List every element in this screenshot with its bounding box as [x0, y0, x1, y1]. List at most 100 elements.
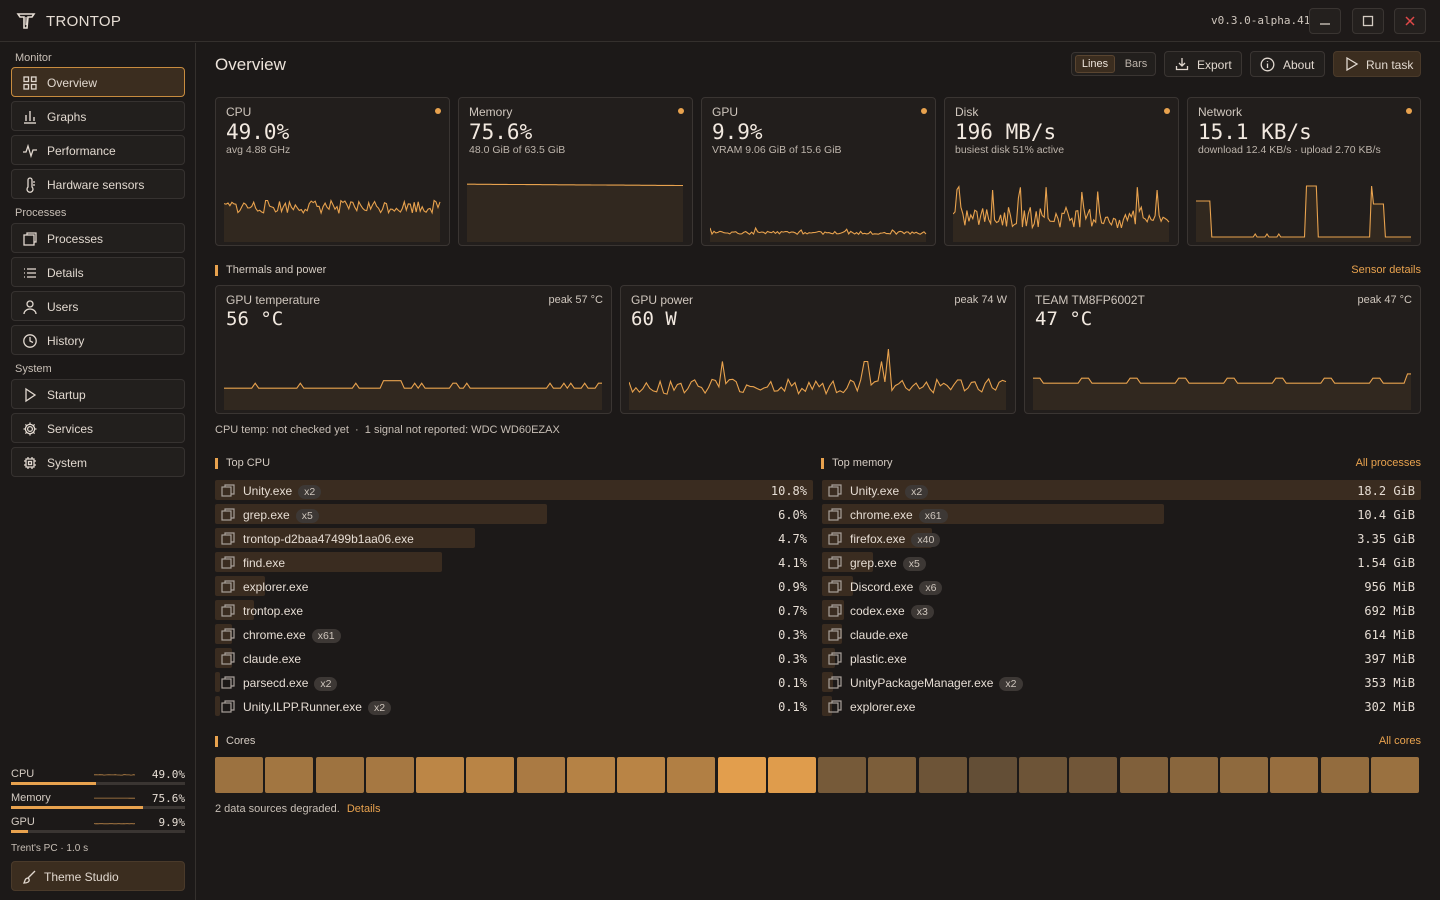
core-tile[interactable] [516, 757, 565, 793]
instance-count-badge: x61 [311, 629, 341, 643]
sidebar-item-hardware-sensors[interactable]: Hardware sensors [11, 169, 185, 199]
metric-card-network[interactable]: Network 15.1 KB/s download 12.4 KB/s · u… [1187, 97, 1421, 246]
core-tile[interactable] [717, 757, 766, 793]
sidebar-item-history[interactable]: History [11, 325, 185, 355]
usage-bar [215, 528, 476, 548]
top-cpu-row[interactable]: chrome.exe x61 0.3% [215, 624, 813, 644]
core-tile[interactable] [1169, 757, 1218, 793]
core-tile[interactable] [1019, 757, 1067, 793]
process-name-cell: Unity.exe x2 [243, 484, 322, 499]
top-memory-row[interactable]: Discord.exe x6 956 MiB [822, 576, 1421, 596]
sidebar-item-processes[interactable]: Processes [11, 223, 185, 253]
core-tile[interactable] [466, 757, 515, 793]
thermal-card-gpu-power[interactable]: GPU power 60 W peak 74 W [620, 285, 1016, 414]
core-tile[interactable] [1370, 757, 1419, 793]
top-memory-row[interactable]: claude.exe 614 MiB [822, 624, 1421, 644]
metric-title: GPU [712, 105, 739, 119]
core-tile[interactable] [667, 757, 716, 793]
top-memory-row[interactable]: codex.exe x3 692 MiB [822, 600, 1421, 620]
process-name: chrome.exe [243, 628, 306, 642]
top-memory-row[interactable]: chrome.exe x61 10.4 GiB [822, 504, 1421, 524]
sidebar-item-users[interactable]: Users [11, 291, 185, 321]
thermal-card-gpu-temperature[interactable]: GPU temperature 56 °C peak 57 °C [215, 285, 612, 414]
sidebar-item-overview[interactable]: Overview [11, 67, 185, 97]
top-cpu-row[interactable]: find.exe 4.1% [215, 552, 813, 572]
about-button[interactable]: About [1250, 51, 1325, 77]
top-cpu-row[interactable]: grep.exe x5 6.0% [215, 504, 813, 524]
top-memory-row[interactable]: grep.exe x5 1.54 GiB [822, 552, 1421, 572]
top-cpu-row[interactable]: Unity.exe x2 10.8% [215, 480, 813, 500]
core-tile[interactable] [416, 757, 464, 793]
thermal-peak: peak 57 °C [548, 294, 603, 306]
top-cpu-row[interactable]: trontop-d2baa47499b1aa06.exe 4.7% [215, 528, 813, 548]
sidebar-section-processes: Processes [15, 207, 67, 219]
top-memory-row[interactable]: explorer.exe 302 MiB [822, 696, 1421, 716]
export-button[interactable]: Export [1164, 51, 1242, 77]
top-cpu-row[interactable]: Unity.ILPP.Runner.exe x2 0.1% [215, 696, 813, 716]
core-tile[interactable] [265, 757, 314, 793]
run-task-button[interactable]: Run task [1333, 51, 1421, 77]
core-tile[interactable] [215, 757, 263, 793]
core-tile[interactable] [1119, 757, 1168, 793]
sidebar-item-services[interactable]: Services [11, 413, 185, 443]
core-tile[interactable] [818, 757, 866, 793]
page-title: Overview [215, 55, 286, 74]
sidebar-item-startup[interactable]: Startup [11, 379, 185, 409]
sensor-details-link[interactable]: Sensor details [1351, 264, 1421, 276]
status-dot [435, 108, 441, 114]
toggle-lines[interactable]: Lines [1075, 55, 1115, 73]
maximize-button[interactable] [1352, 8, 1384, 34]
process-name-cell: UnityPackageManager.exe x2 [850, 676, 1023, 691]
top-cpu-row[interactable]: trontop.exe 0.7% [215, 600, 813, 620]
core-tile[interactable] [1320, 757, 1369, 793]
core-tile[interactable] [365, 757, 414, 793]
theme-studio-button[interactable]: Theme Studio [11, 861, 185, 891]
core-tile[interactable] [315, 757, 364, 793]
core-tile[interactable] [1220, 757, 1268, 793]
sparkline-area [629, 349, 1006, 410]
minimize-icon [1320, 23, 1330, 25]
core-tile[interactable] [1270, 757, 1319, 793]
sidebar-item-system[interactable]: System [11, 447, 185, 477]
thermal-value: 56 °C [226, 308, 284, 330]
top-memory-row[interactable]: Unity.exe x2 18.2 GiB [822, 480, 1421, 500]
top-memory-row[interactable]: plastic.exe 397 MiB [822, 648, 1421, 668]
top-cpu-row[interactable]: explorer.exe 0.9% [215, 576, 813, 596]
core-tile[interactable] [566, 757, 615, 793]
sparkline-area [710, 227, 926, 242]
metric-card-cpu[interactable]: CPU 49.0% avg 4.88 GHz [215, 97, 450, 246]
sidebar-item-graphs[interactable]: Graphs [11, 101, 185, 131]
top-memory-row[interactable]: firefox.exe x40 3.35 GiB [822, 528, 1421, 548]
all-processes-link[interactable]: All processes [1355, 457, 1421, 469]
metric-card-gpu[interactable]: GPU 9.9% VRAM 9.06 GiB of 15.6 GiB [701, 97, 936, 246]
process-icon [828, 700, 842, 713]
top-memory-row[interactable]: UnityPackageManager.exe x2 353 MiB [822, 672, 1421, 692]
core-tile[interactable] [767, 757, 816, 793]
cores-heading: Cores [215, 736, 255, 747]
top-cpu-row[interactable]: claude.exe 0.3% [215, 648, 813, 668]
ssd-temperature-sparkline [1033, 373, 1411, 410]
footer-details-link[interactable]: Details [346, 803, 381, 815]
minimize-button[interactable] [1309, 8, 1341, 34]
sparkline-area [953, 186, 1169, 242]
sidebar-item-performance[interactable]: Performance [11, 135, 185, 165]
metric-card-memory[interactable]: Memory 75.6% 48.0 GiB of 63.5 GiB [458, 97, 693, 246]
metric-title: Disk [955, 105, 979, 119]
process-name: UnityPackageManager.exe [850, 676, 994, 690]
core-tile[interactable] [868, 757, 917, 793]
metric-card-disk[interactable]: Disk 196 MB/s busiest disk 51% active [944, 97, 1179, 246]
thermal-card-team-ssd[interactable]: TEAM TM8FP6002T 47 °C peak 47 °C [1024, 285, 1421, 414]
toggle-bars[interactable]: Bars [1124, 58, 1148, 70]
top-cpu-row[interactable]: parsecd.exe x2 0.1% [215, 672, 813, 692]
sidebar-item-details[interactable]: Details [11, 257, 185, 287]
all-cores-link[interactable]: All cores [1378, 735, 1421, 747]
core-tile[interactable] [918, 757, 967, 793]
metric-subtitle: 48.0 GiB of 63.5 GiB [469, 144, 566, 156]
process-name-cell: explorer.exe [850, 700, 915, 714]
core-tile[interactable] [968, 757, 1017, 793]
instance-count-badge: x5 [902, 557, 926, 571]
process-name: grep.exe [850, 556, 897, 570]
core-tile[interactable] [1069, 757, 1118, 793]
core-tile[interactable] [617, 757, 665, 793]
close-button[interactable] [1394, 8, 1426, 34]
